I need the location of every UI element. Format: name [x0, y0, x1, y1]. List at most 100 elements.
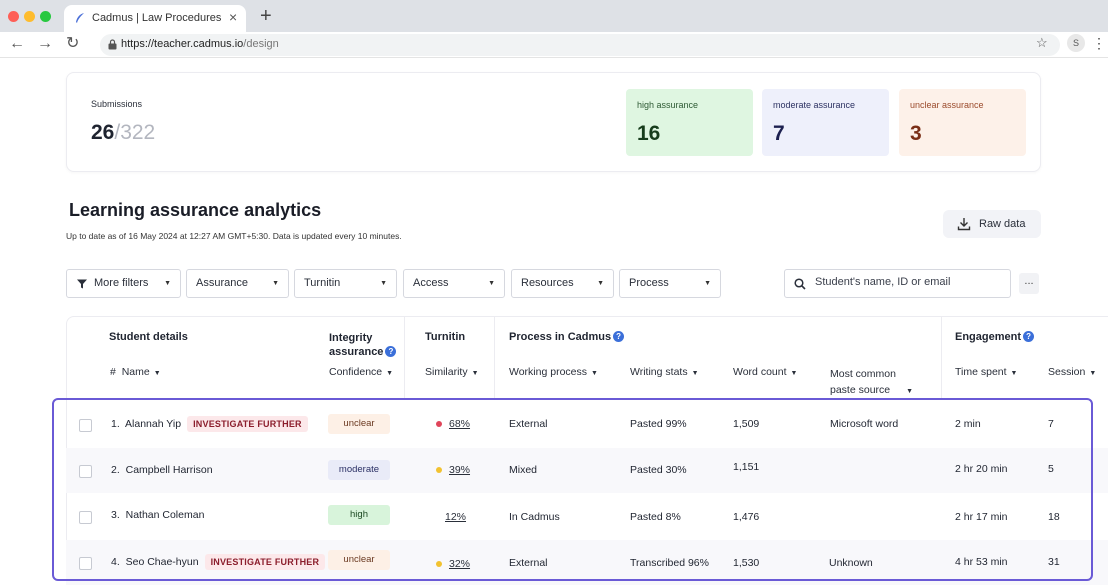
row-checkbox[interactable]: [79, 511, 92, 524]
moderate-assurance-stat[interactable]: moderate assurance 7: [762, 89, 889, 156]
word-count: 1,476: [733, 511, 760, 523]
working-process: External: [509, 418, 548, 430]
chevron-down-icon: ▼: [153, 370, 161, 377]
similarity-link[interactable]: 39%: [449, 464, 471, 476]
similarity-link[interactable]: 32%: [449, 558, 471, 570]
word-count-column-header[interactable]: Word count ▼: [733, 366, 798, 378]
time-spent: 2 hr 17 min: [955, 511, 1008, 523]
writing-stats-column-header[interactable]: Writing stats ▼: [630, 366, 699, 378]
chevron-down-icon: ▼: [906, 388, 914, 395]
time-spent: 2 hr 20 min: [955, 463, 1008, 475]
moderate-assurance-value: 7: [773, 122, 785, 145]
similarity-link[interactable]: 68%: [449, 418, 471, 430]
table-row[interactable]: 1. Alannah Yip INVESTIGATE FURTHER unclea…: [66, 402, 1108, 447]
confidence-badge: moderate: [328, 460, 390, 480]
info-icon[interactable]: ?: [385, 346, 397, 357]
table-row[interactable]: 3. Nathan Coleman high 12% In Cadmus Pas…: [66, 494, 1108, 539]
student-search[interactable]: [784, 269, 1011, 298]
search-input[interactable]: [815, 276, 1005, 288]
chevron-down-icon: ▼: [1089, 370, 1097, 377]
process-filter-dropdown[interactable]: Process ▼: [619, 269, 721, 298]
chevron-down-icon: ▼: [691, 370, 699, 377]
session-count: 31: [1048, 556, 1060, 568]
unclear-assurance-stat[interactable]: unclear assurance 3: [899, 89, 1026, 156]
raw-data-button[interactable]: Raw data: [943, 210, 1041, 238]
chevron-down-icon: ▼: [164, 280, 171, 287]
student-name[interactable]: 1. Alannah Yip INVESTIGATE FURTHER: [111, 416, 308, 432]
engagement-group: Engagement?: [955, 331, 1035, 343]
chevron-down-icon: ▼: [1010, 370, 1018, 377]
row-checkbox[interactable]: [79, 465, 92, 478]
similarity-indicator: [436, 561, 442, 567]
session-count: 18: [1048, 511, 1060, 523]
word-count: 1,530: [733, 557, 760, 569]
back-icon[interactable]: ←: [9, 35, 25, 52]
working-process: Mixed: [509, 464, 538, 476]
turnitin-group: Turnitin: [425, 331, 466, 343]
process-group: Process in Cadmus?: [509, 331, 625, 343]
info-icon[interactable]: ?: [1023, 331, 1035, 342]
writing-stats: Transcribed 96%: [630, 557, 709, 569]
confidence-column-header[interactable]: Confidence ▼: [329, 366, 394, 378]
bookmark-star-icon[interactable]: ☆: [1036, 35, 1048, 50]
similarity-indicator: [436, 421, 442, 427]
resources-filter-dropdown[interactable]: Resources ▼: [511, 269, 614, 298]
chevron-down-icon: ▼: [704, 280, 711, 287]
close-tab-icon[interactable]: ×: [229, 9, 238, 25]
row-checkbox[interactable]: [79, 557, 92, 570]
reload-icon[interactable]: ↻: [66, 35, 80, 52]
download-icon: [957, 218, 971, 231]
similarity-column-header[interactable]: Similarity ▼: [425, 366, 479, 378]
filter-funnel-icon: [77, 279, 87, 289]
paste-source-column-header[interactable]: Most common paste source ▼: [830, 368, 914, 396]
browser-tab[interactable]: Cadmus | Law Procedures 101 ×: [64, 5, 246, 32]
student-name[interactable]: 2. Campbell Harrison: [111, 464, 213, 476]
table-row[interactable]: 2. Campbell Harrison moderate 39% Mixed …: [66, 448, 1108, 493]
unclear-assurance-value: 3: [910, 122, 922, 145]
close-window-button[interactable]: [8, 11, 19, 22]
table-row[interactable]: 4. Seo Chae-hyun INVESTIGATE FURTHER uncl…: [66, 540, 1108, 585]
column-divider: [404, 316, 405, 400]
cadmus-feather-icon: [76, 13, 84, 23]
submissions-count: 26/322: [91, 121, 156, 144]
new-tab-icon[interactable]: +: [260, 5, 272, 27]
submissions-label: Submissions: [91, 99, 143, 109]
working-process-column-header[interactable]: Working process ▼: [509, 366, 598, 378]
lock-icon: [108, 39, 117, 50]
similarity-link[interactable]: 12%: [445, 511, 467, 523]
raw-data-label: Raw data: [979, 218, 1026, 230]
more-options-button[interactable]: ...: [1019, 273, 1039, 294]
time-spent-column-header[interactable]: Time spent ▼: [955, 366, 1018, 378]
row-checkbox[interactable]: [79, 419, 92, 432]
student-name[interactable]: 4. Seo Chae-hyun INVESTIGATE FURTHER: [111, 554, 326, 570]
word-count: 1,151: [733, 461, 760, 473]
access-filter-dropdown[interactable]: Access ▼: [403, 269, 505, 298]
turnitin-filter-dropdown[interactable]: Turnitin ▼: [294, 269, 397, 298]
high-assurance-stat[interactable]: high assurance 16: [626, 89, 753, 156]
column-divider: [941, 316, 942, 400]
writing-stats: Pasted 8%: [630, 511, 681, 523]
more-filters-dropdown[interactable]: More filters ▼: [66, 269, 181, 298]
chevron-down-icon: ▼: [488, 280, 495, 287]
chevron-down-icon: ▼: [272, 280, 279, 287]
url-field[interactable]: https://teacher.cadmus.io/design: [100, 34, 1060, 56]
minimize-window-button[interactable]: [24, 11, 35, 22]
student-details-group: Student details: [109, 331, 188, 343]
profile-avatar[interactable]: S: [1067, 34, 1085, 52]
name-column-header[interactable]: # Name ▼: [110, 366, 161, 378]
info-icon[interactable]: ?: [613, 331, 625, 342]
url-text: https://teacher.cadmus.io/design: [121, 38, 279, 50]
working-process: In Cadmus: [509, 511, 560, 523]
student-name[interactable]: 3. Nathan Coleman: [111, 509, 205, 521]
chevron-down-icon: ▼: [790, 370, 798, 377]
session-column-header[interactable]: Session ▼: [1048, 366, 1097, 378]
word-count: 1,509: [733, 418, 760, 430]
forward-icon[interactable]: →: [37, 35, 53, 52]
browser-menu-icon[interactable]: ⋮: [1092, 35, 1106, 51]
browser-tab-bar: Cadmus | Law Procedures 101 × +: [0, 0, 1108, 32]
chevron-down-icon: ▼: [386, 370, 394, 377]
maximize-window-button[interactable]: [40, 11, 51, 22]
confidence-badge: unclear: [328, 550, 390, 570]
assurance-filter-dropdown[interactable]: Assurance ▼: [186, 269, 289, 298]
unclear-assurance-label: unclear assurance: [910, 100, 984, 110]
